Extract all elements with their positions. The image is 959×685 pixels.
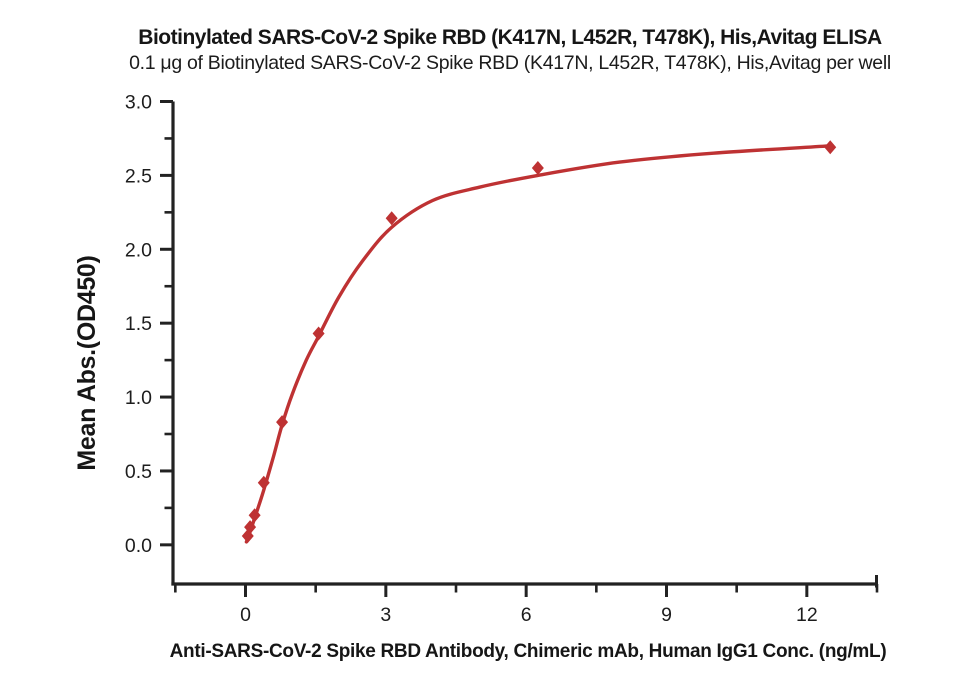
y-tick-label: 2.5 <box>125 165 152 187</box>
data-point-marker <box>824 140 837 155</box>
y-tick-label: 0.0 <box>125 535 152 557</box>
y-tick-label: 3.0 <box>125 92 152 114</box>
y-tick-label: 2.0 <box>125 239 152 261</box>
data-point-marker <box>276 415 289 430</box>
data-point-marker <box>531 161 544 176</box>
x-tick-label: 0 <box>240 604 251 626</box>
chart-title: Biotinylated SARS-CoV-2 Spike RBD (K417N… <box>138 26 882 49</box>
x-tick-label: 3 <box>380 604 391 626</box>
y-tick-label: 0.5 <box>125 461 152 483</box>
data-point-marker <box>244 520 257 535</box>
data-point-marker <box>312 326 325 341</box>
x-tick-label: 6 <box>521 604 532 626</box>
chart-subtitle: 0.1 μg of Biotinylated SARS-CoV-2 Spike … <box>129 52 891 74</box>
data-point-marker <box>248 508 261 523</box>
data-point-marker <box>257 475 270 490</box>
data-point-marker <box>385 211 398 226</box>
x-tick-label: 12 <box>796 604 818 626</box>
y-tick-label: 1.0 <box>125 387 152 409</box>
y-tick-label: 1.5 <box>125 313 152 335</box>
x-axis-title: Anti-SARS-CoV-2 Spike RBD Antibody, Chim… <box>169 641 887 662</box>
fit-curve <box>244 144 832 544</box>
x-tick-label: 9 <box>661 604 672 626</box>
